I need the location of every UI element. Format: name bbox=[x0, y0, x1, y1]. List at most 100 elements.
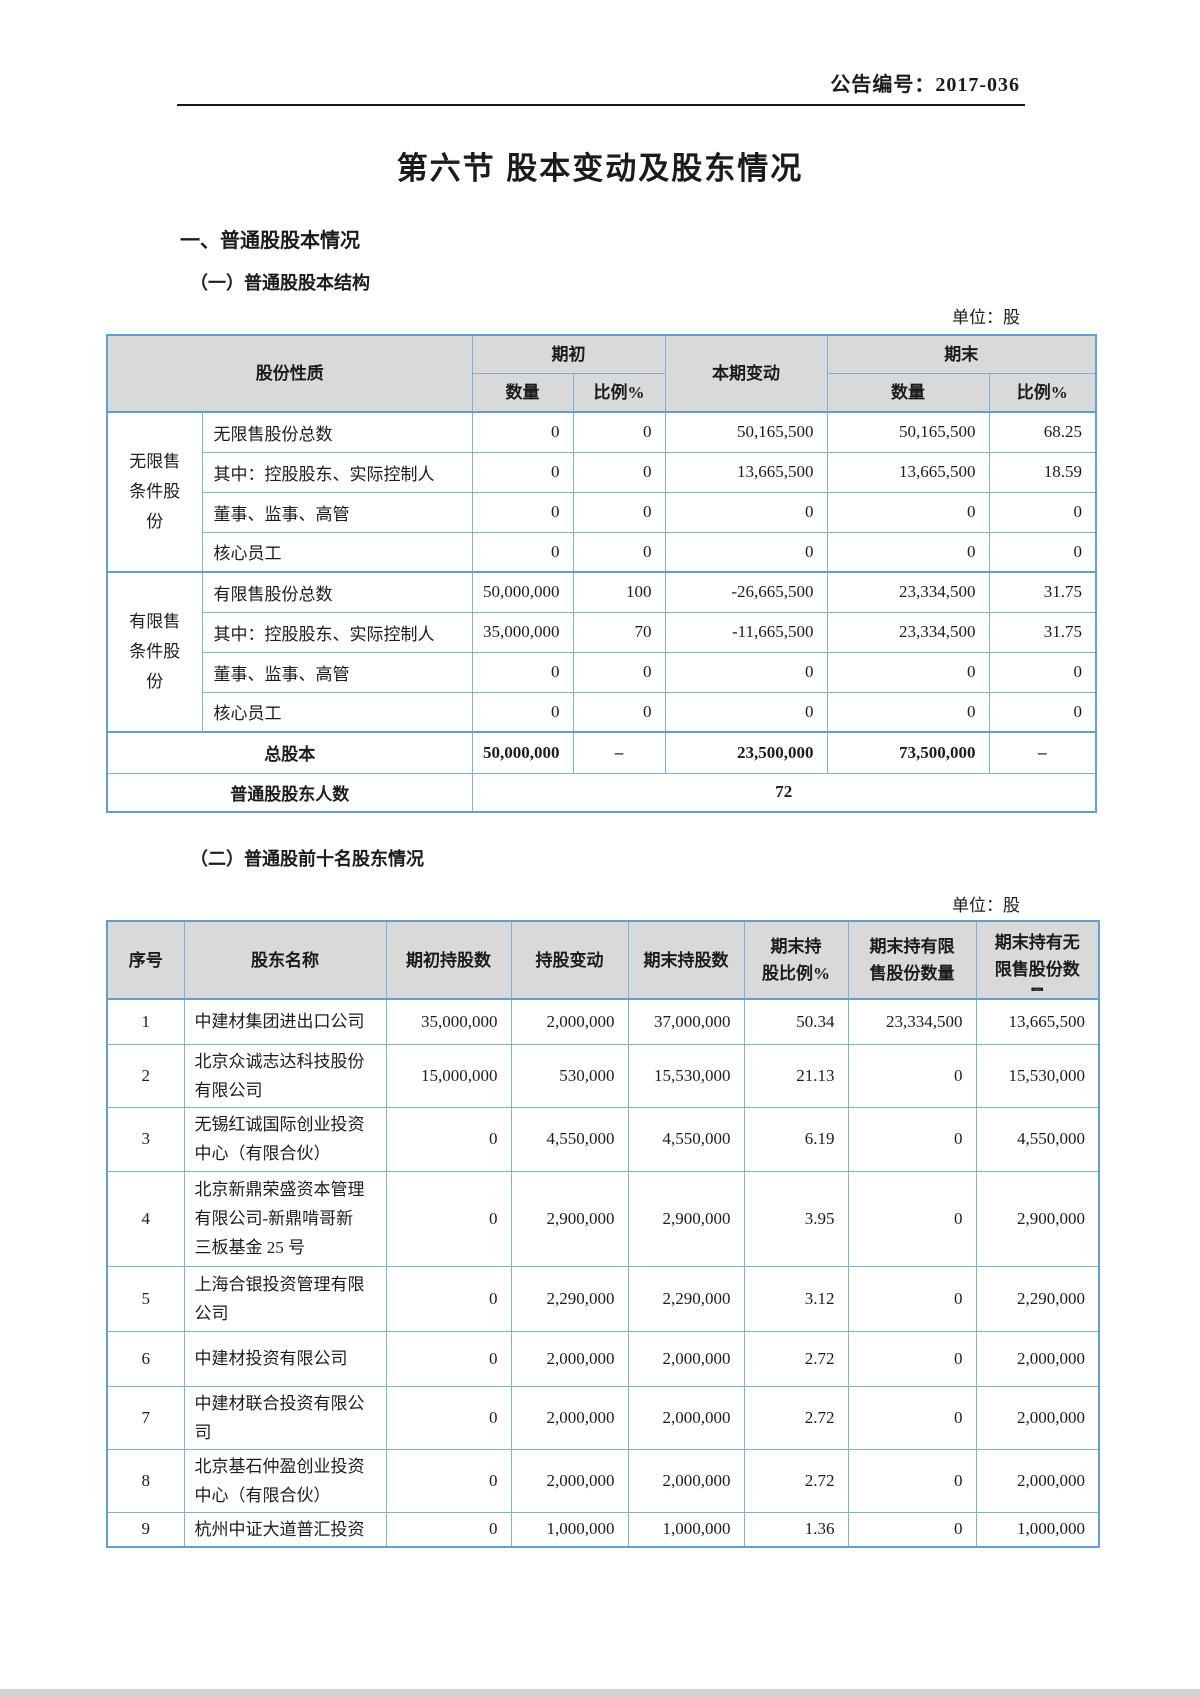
value-cell: 13,665,500 bbox=[975, 998, 1100, 1045]
shareholder-name-cell: 北京新鼎荣盛资本管理 有限公司-新鼎啃哥新 三板基金 25 号 bbox=[183, 1170, 387, 1267]
total-label: 总股本 bbox=[106, 731, 473, 774]
value-cell: 21.13 bbox=[743, 1043, 849, 1108]
subsection1-heading: （一）普通股股本结构 bbox=[190, 273, 370, 293]
value-cell: 0 bbox=[385, 1106, 512, 1172]
value-cell: 35,000,000 bbox=[471, 611, 574, 653]
table-row: 核心员工 0 0 0 0 0 bbox=[107, 691, 1097, 733]
table-row: 有限售条件股份 有限售股份总数 50,000,000 100 -26,665,5… bbox=[106, 571, 1097, 733]
header-shareholder-name: 股东名称 bbox=[183, 920, 387, 1000]
value-cell: 0 bbox=[664, 491, 828, 533]
header-begin-shares: 期初持股数 bbox=[385, 920, 512, 1000]
value-cell: 3.95 bbox=[743, 1170, 849, 1267]
value-cell: 100 bbox=[572, 571, 666, 613]
value-cell: 2,000,000 bbox=[627, 1385, 745, 1450]
header-period-end: 期末 bbox=[826, 334, 1097, 374]
value-cell: 0 bbox=[664, 531, 828, 573]
shareholder-name-cell: 北京众诚志达科技股份 有限公司 bbox=[183, 1043, 387, 1108]
value-cell: 0 bbox=[664, 651, 828, 693]
value-cell: 2.72 bbox=[743, 1385, 849, 1450]
shareholder-name-cell: 中建材联合投资有限公 司 bbox=[183, 1385, 387, 1450]
shareholder-row: 2 北京众诚志达科技股份 有限公司 15,000,000 530,000 15,… bbox=[106, 1043, 1100, 1108]
value-cell: 2,000,000 bbox=[627, 1448, 745, 1513]
value-cell: 23,334,500 bbox=[826, 611, 990, 653]
rank-cell: 7 bbox=[106, 1385, 185, 1450]
value-cell: 15,530,000 bbox=[975, 1043, 1100, 1108]
value-cell: 0 bbox=[471, 651, 574, 693]
header-end-restricted: 期末持有限 售股份数量 bbox=[847, 920, 977, 1000]
value-cell: 1,000,000 bbox=[627, 1511, 745, 1548]
header-begin-ratio: 比例% bbox=[572, 372, 666, 413]
value-cell: 50,165,500 bbox=[664, 411, 828, 453]
value-cell: 0 bbox=[471, 491, 574, 533]
row-label: 核心员工 bbox=[201, 691, 473, 733]
header-period-begin: 期初 bbox=[471, 334, 666, 374]
rank-cell: 4 bbox=[106, 1170, 185, 1267]
header-share-change: 持股变动 bbox=[510, 920, 629, 1000]
value-cell: 2,900,000 bbox=[627, 1170, 745, 1267]
value-cell: 37,000,000 bbox=[627, 998, 745, 1045]
shareholder-row: 1 中建材集团进出口公司 35,000,000 2,000,000 37,000… bbox=[106, 998, 1100, 1045]
value-cell: 0 bbox=[385, 1170, 512, 1267]
value-cell: 0 bbox=[988, 651, 1097, 693]
group-label-restricted: 有限售条件股份 bbox=[106, 571, 203, 733]
value-cell: 0 bbox=[385, 1265, 512, 1332]
value-cell: 6.19 bbox=[743, 1106, 849, 1172]
value-cell: 0 bbox=[847, 1265, 977, 1332]
value-cell: 0 bbox=[385, 1511, 512, 1548]
value-cell: 2,000,000 bbox=[627, 1330, 745, 1387]
row-label: 其中：控股股东、实际控制人 bbox=[201, 611, 473, 653]
value-cell: 2,290,000 bbox=[627, 1265, 745, 1332]
header-begin-quantity: 数量 bbox=[471, 372, 574, 413]
header-end-unrestricted: 期末持有无 限售股份数 量 bbox=[975, 920, 1100, 1000]
page-bottom-edge bbox=[0, 1689, 1200, 1697]
shareholder-row: 6 中建材投资有限公司 0 2,000,000 2,000,000 2.72 0… bbox=[106, 1330, 1100, 1387]
value-cell: 0 bbox=[847, 1043, 977, 1108]
row-label: 核心员工 bbox=[201, 531, 473, 573]
value-cell: 0 bbox=[385, 1330, 512, 1387]
table-row: 核心员工 0 0 0 0 0 bbox=[107, 531, 1097, 573]
value-cell: 1,000,000 bbox=[975, 1511, 1100, 1548]
value-cell: 50,165,500 bbox=[826, 411, 990, 453]
value-cell: 23,334,500 bbox=[847, 998, 977, 1045]
shareholder-row: 3 无锡红诚国际创业投资 中心（有限合伙） 0 4,550,000 4,550,… bbox=[106, 1106, 1100, 1172]
row-label: 无限售股份总数 bbox=[201, 411, 473, 453]
value-cell: 31.75 bbox=[988, 611, 1097, 653]
value-cell: 0 bbox=[385, 1448, 512, 1513]
value-cell: 0 bbox=[826, 691, 990, 733]
rank-cell: 1 bbox=[106, 998, 185, 1045]
value-cell: 0 bbox=[664, 691, 828, 733]
value-cell: 70 bbox=[572, 611, 666, 653]
row-label: 董事、监事、高管 bbox=[201, 651, 473, 693]
unit-label-2: 单位：股 bbox=[952, 896, 1020, 915]
value-cell: 2.72 bbox=[743, 1330, 849, 1387]
rank-cell: 5 bbox=[106, 1265, 185, 1332]
value-cell: 0 bbox=[847, 1448, 977, 1513]
value-cell: 0 bbox=[847, 1170, 977, 1267]
table-row: 董事、监事、高管 0 0 0 0 0 bbox=[107, 651, 1097, 693]
rank-cell: 8 bbox=[106, 1448, 185, 1513]
section-heading: 一、普通股股本情况 bbox=[180, 230, 360, 252]
header-period-change: 本期变动 bbox=[664, 334, 828, 413]
value-cell: 15,000,000 bbox=[385, 1043, 512, 1108]
total-row: 总股本 50,000,000 – 23,500,000 73,500,000 – bbox=[106, 731, 1097, 774]
subsection2-heading: （二）普通股前十名股东情况 bbox=[190, 849, 424, 869]
value-cell: 50,000,000 bbox=[471, 571, 574, 613]
value-cell: 2,290,000 bbox=[510, 1265, 629, 1332]
shareholder-name-cell: 中建材投资有限公司 bbox=[183, 1330, 387, 1387]
value-cell: 50,000,000 bbox=[471, 731, 574, 774]
rank-cell: 9 bbox=[106, 1511, 185, 1548]
value-cell: 50.34 bbox=[743, 998, 849, 1045]
value-cell: 2,000,000 bbox=[510, 1330, 629, 1387]
holders-count-row: 普通股股东人数 72 bbox=[106, 772, 1097, 813]
value-cell: – bbox=[988, 731, 1097, 774]
value-cell: 0 bbox=[847, 1511, 977, 1548]
shareholder-row: 7 中建材联合投资有限公 司 0 2,000,000 2,000,000 2.7… bbox=[106, 1385, 1100, 1450]
table-row: 无限售条件股份 无限售股份总数 0 0 50,165,500 50,165,50… bbox=[106, 411, 1097, 573]
page-title: 第六节 股本变动及股东情况 bbox=[396, 151, 804, 186]
value-cell: 530,000 bbox=[510, 1043, 629, 1108]
rank-cell: 3 bbox=[106, 1106, 185, 1172]
value-cell: 0 bbox=[385, 1385, 512, 1450]
value-cell: 4,550,000 bbox=[975, 1106, 1100, 1172]
value-cell: 0 bbox=[847, 1330, 977, 1387]
